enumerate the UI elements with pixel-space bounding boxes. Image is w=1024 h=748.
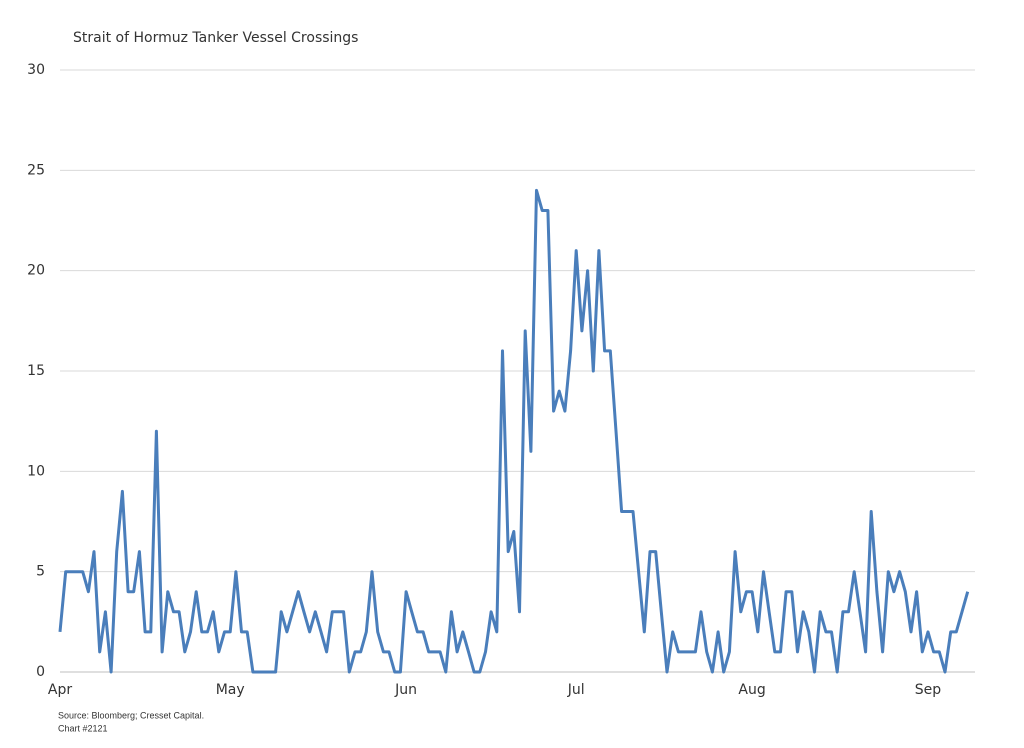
y-tick-label: 20 (27, 263, 45, 279)
y-tick-label: 10 (27, 463, 45, 479)
x-tick-label: Aug (738, 682, 765, 698)
y-tick-label: 15 (27, 363, 45, 379)
y-tick-label: 5 (36, 564, 45, 580)
note: Chart #2121 (58, 723, 108, 733)
chart-title: Strait of Hormuz Tanker Vessel Crossings (73, 30, 358, 46)
x-tick-label: Jul (567, 682, 585, 698)
x-tick-label: May (216, 682, 245, 698)
y-tick-label: 0 (36, 664, 45, 680)
x-tick-label: Apr (48, 682, 72, 698)
y-tick-label: 30 (27, 62, 45, 78)
x-tick-label: Jun (394, 682, 417, 698)
x-tick-label: Sep (915, 682, 942, 698)
data-line (58, 188, 970, 674)
source: Source: Bloomberg; Cresset Capital. (58, 710, 204, 720)
y-tick-label: 25 (27, 162, 45, 178)
